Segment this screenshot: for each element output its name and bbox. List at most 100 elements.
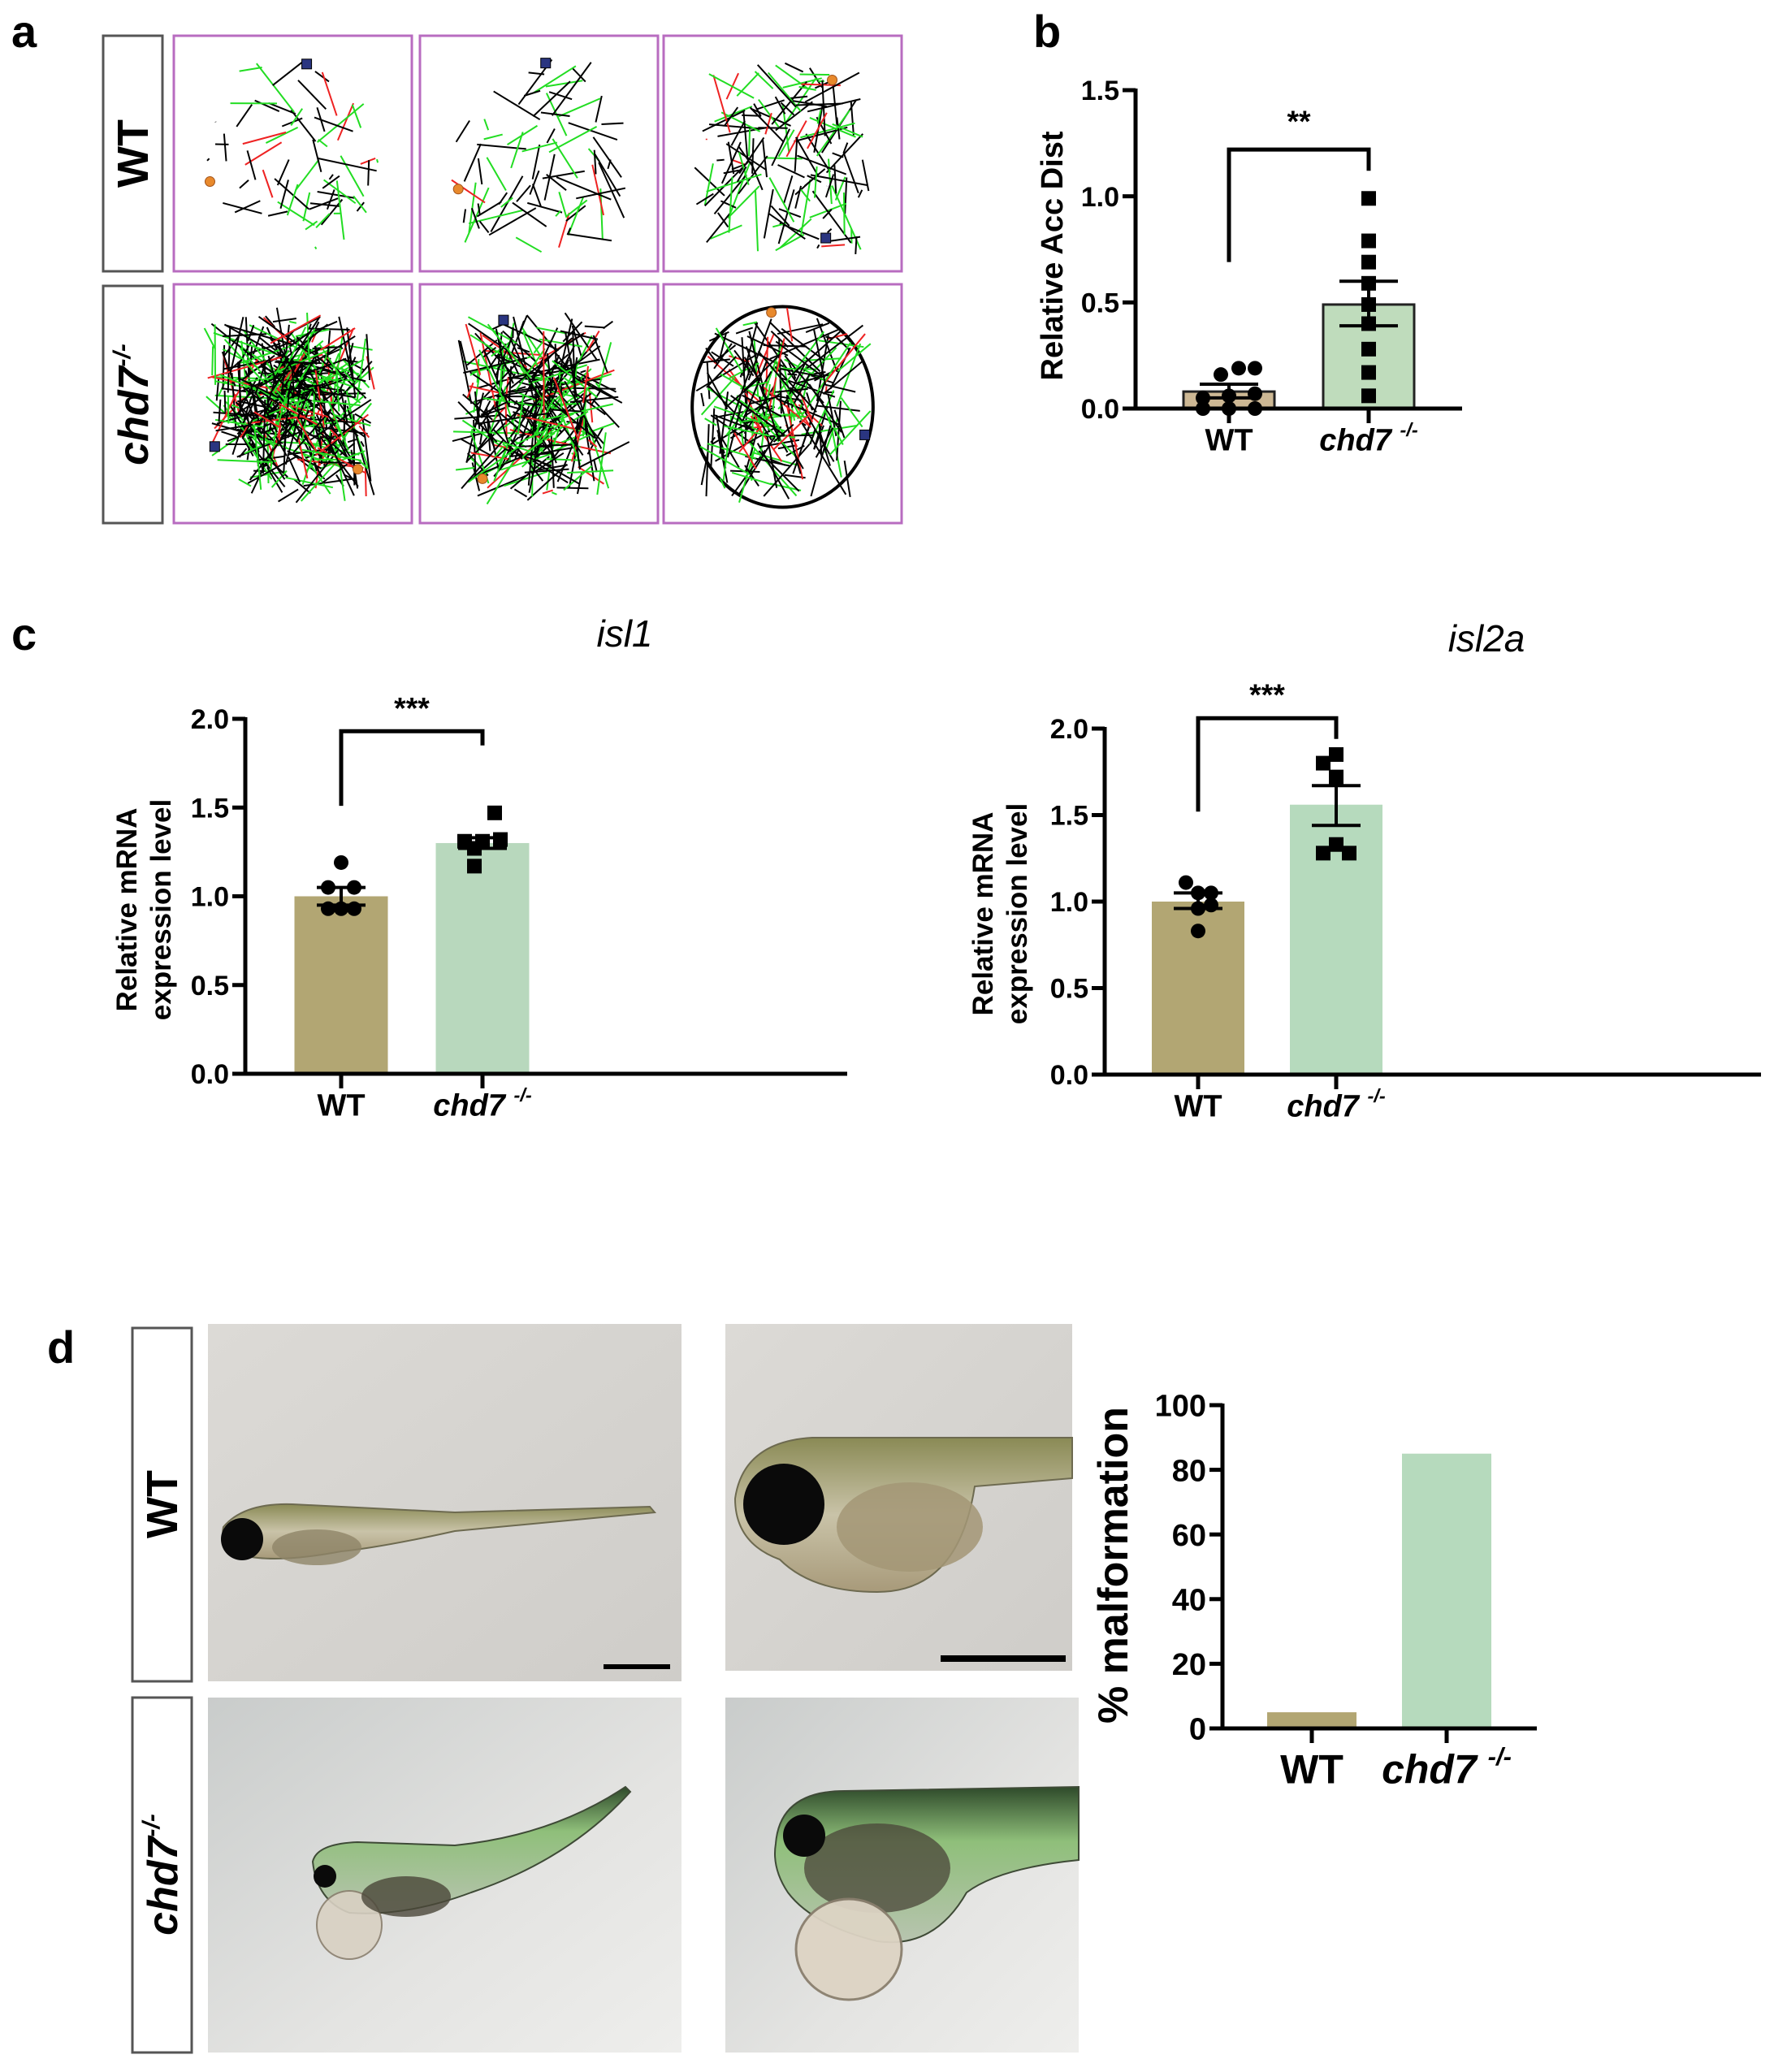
- trajectory-segment: [803, 324, 864, 372]
- trajectory-segment: [215, 423, 253, 432]
- trajectory-segment: [813, 407, 829, 450]
- trajectory-segment: [457, 400, 498, 443]
- trajectory-segment: [728, 185, 760, 218]
- trajectory-segment: [340, 366, 355, 384]
- bar-wt: [294, 896, 388, 1074]
- x-tick-label: WT: [1174, 1089, 1222, 1123]
- trajectory-segment: [758, 98, 781, 129]
- trajectory-segment: [779, 218, 812, 249]
- trajectory-segment: [727, 162, 751, 219]
- trajectory-segment: [536, 327, 568, 335]
- x-tick-label: chd7 -/-: [1382, 1742, 1512, 1793]
- trajectory-segment: [784, 77, 817, 125]
- trajectory-segment: [361, 418, 372, 482]
- trajectory-segment: [558, 97, 601, 118]
- chart-isl1: 0.0 0.5 1.0 1.5 2.0 WT chd7 -/- *** isl1 Relative…: [111, 612, 847, 1123]
- trajectory-segment: [782, 77, 822, 89]
- trajectory-segment: [565, 199, 588, 218]
- trajectory-segment: [314, 116, 353, 132]
- trajectory-segment: [289, 331, 311, 348]
- y-tick-label: 1.5: [1050, 801, 1088, 832]
- y-tick-label: 2.0: [1050, 714, 1088, 745]
- trajectory-segment: [810, 174, 868, 186]
- trajectory-segment: [782, 413, 796, 416]
- data-point-chd7: [1361, 191, 1376, 206]
- trajectory-segment: [239, 347, 296, 413]
- trajectory-segment: [521, 445, 547, 468]
- trajectory-segment: [832, 123, 863, 138]
- trajectory-segment: [465, 409, 478, 415]
- trajectory-segment: [794, 453, 804, 469]
- trajectory-segment: [764, 112, 772, 135]
- y-tick-label: 0.0: [1081, 394, 1119, 425]
- y-tick-label: 0.5: [191, 971, 229, 1001]
- trajectory-segment: [821, 244, 846, 248]
- trajectory-segment: [517, 395, 525, 433]
- trajectory-segment: [548, 125, 598, 154]
- trajectory-segment: [593, 460, 598, 473]
- trajectory-segment: [533, 340, 545, 354]
- trajectory-segment: [473, 419, 477, 476]
- trajectory-segment: [335, 370, 340, 412]
- trajectory-segment: [514, 366, 560, 378]
- row-label-box-wt: [102, 34, 164, 273]
- trajectory-segment: [796, 154, 847, 175]
- trajectory-segment: [727, 402, 743, 458]
- end-marker: [820, 232, 832, 244]
- y-tick-label: 1.5: [191, 793, 229, 824]
- trajectory-segment: [800, 188, 811, 202]
- trajectory-segment: [509, 339, 539, 399]
- data-point-wt: [1222, 401, 1236, 416]
- trajectory-segment: [495, 403, 514, 458]
- trajectory-segment: [740, 381, 770, 390]
- data-point-wt: [347, 880, 361, 895]
- trajectory-segment: [490, 175, 524, 232]
- trajectory-segment: [234, 200, 261, 214]
- trajectory-segment: [500, 453, 551, 471]
- gene-name: chd7: [110, 365, 158, 465]
- y-axis-label: expression level: [145, 799, 177, 1020]
- trajectory-segment: [254, 99, 280, 112]
- y-tick-label: 0.5: [1081, 288, 1119, 319]
- trajectory-segment: [461, 439, 504, 490]
- gene-name: chd7: [140, 1835, 187, 1935]
- trajectory-segment: [231, 373, 237, 430]
- start-marker: [477, 473, 488, 484]
- trajectory-segment: [587, 439, 598, 448]
- trajectory-segment: [526, 314, 558, 353]
- trajectory-segment: [339, 395, 365, 417]
- significance-label: **: [1287, 104, 1311, 138]
- trajectory-segment: [376, 158, 379, 163]
- trajectory-segment: [526, 201, 563, 214]
- data-point-wt: [1191, 924, 1205, 939]
- trajectory-segment: [531, 144, 541, 180]
- trajectory-segment: [318, 343, 346, 384]
- data-point-wt: [1196, 390, 1210, 405]
- trajectory-segment: [496, 388, 538, 398]
- trajectory-segment: [749, 106, 785, 143]
- trajectory-segment: [725, 376, 762, 408]
- trajectory-segment: [301, 448, 361, 461]
- trajectory-segment: [267, 355, 278, 384]
- trajectory-segment: [467, 446, 519, 483]
- x-tick-label: chd7 -/-: [433, 1084, 532, 1123]
- y-tick-label: 0.0: [191, 1059, 229, 1090]
- trajectory-segment: [728, 176, 733, 233]
- eye: [783, 1815, 825, 1857]
- trajectory-segment: [480, 401, 507, 416]
- row-label-chd7: chd7-/-: [138, 1814, 187, 1936]
- trajectory-segment: [246, 150, 257, 180]
- trajectory-segment: [357, 459, 369, 469]
- trajectory-segment: [318, 461, 361, 465]
- trajectory-segment: [508, 436, 544, 482]
- trajectory-segment: [546, 128, 556, 144]
- trajectory-segment: [558, 192, 568, 218]
- significance-bracket: [1196, 716, 1339, 812]
- data-point-chd7: [1329, 746, 1343, 762]
- gene-name: chd7: [433, 1088, 513, 1123]
- trajectory-segment: [840, 397, 863, 428]
- trajectory-segment: [290, 109, 317, 142]
- gene-name: chd7: [1382, 1747, 1488, 1793]
- trajectory-segment: [774, 96, 786, 115]
- trajectory-segment: [539, 338, 582, 348]
